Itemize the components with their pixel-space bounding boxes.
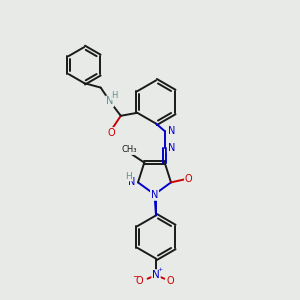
Text: CH₃: CH₃ (122, 146, 137, 154)
Text: O: O (136, 275, 144, 286)
Text: H: H (112, 91, 118, 100)
Text: O: O (166, 275, 174, 286)
Text: H: H (125, 172, 132, 181)
Text: N: N (168, 126, 175, 136)
Text: O: O (185, 174, 193, 184)
Text: N: N (106, 96, 113, 106)
Text: N: N (151, 190, 158, 200)
Text: N: N (168, 142, 175, 153)
Text: N: N (152, 270, 160, 280)
Text: N: N (128, 177, 136, 188)
Text: +: + (157, 267, 162, 272)
Text: −: − (132, 272, 138, 281)
Text: O: O (107, 128, 115, 138)
